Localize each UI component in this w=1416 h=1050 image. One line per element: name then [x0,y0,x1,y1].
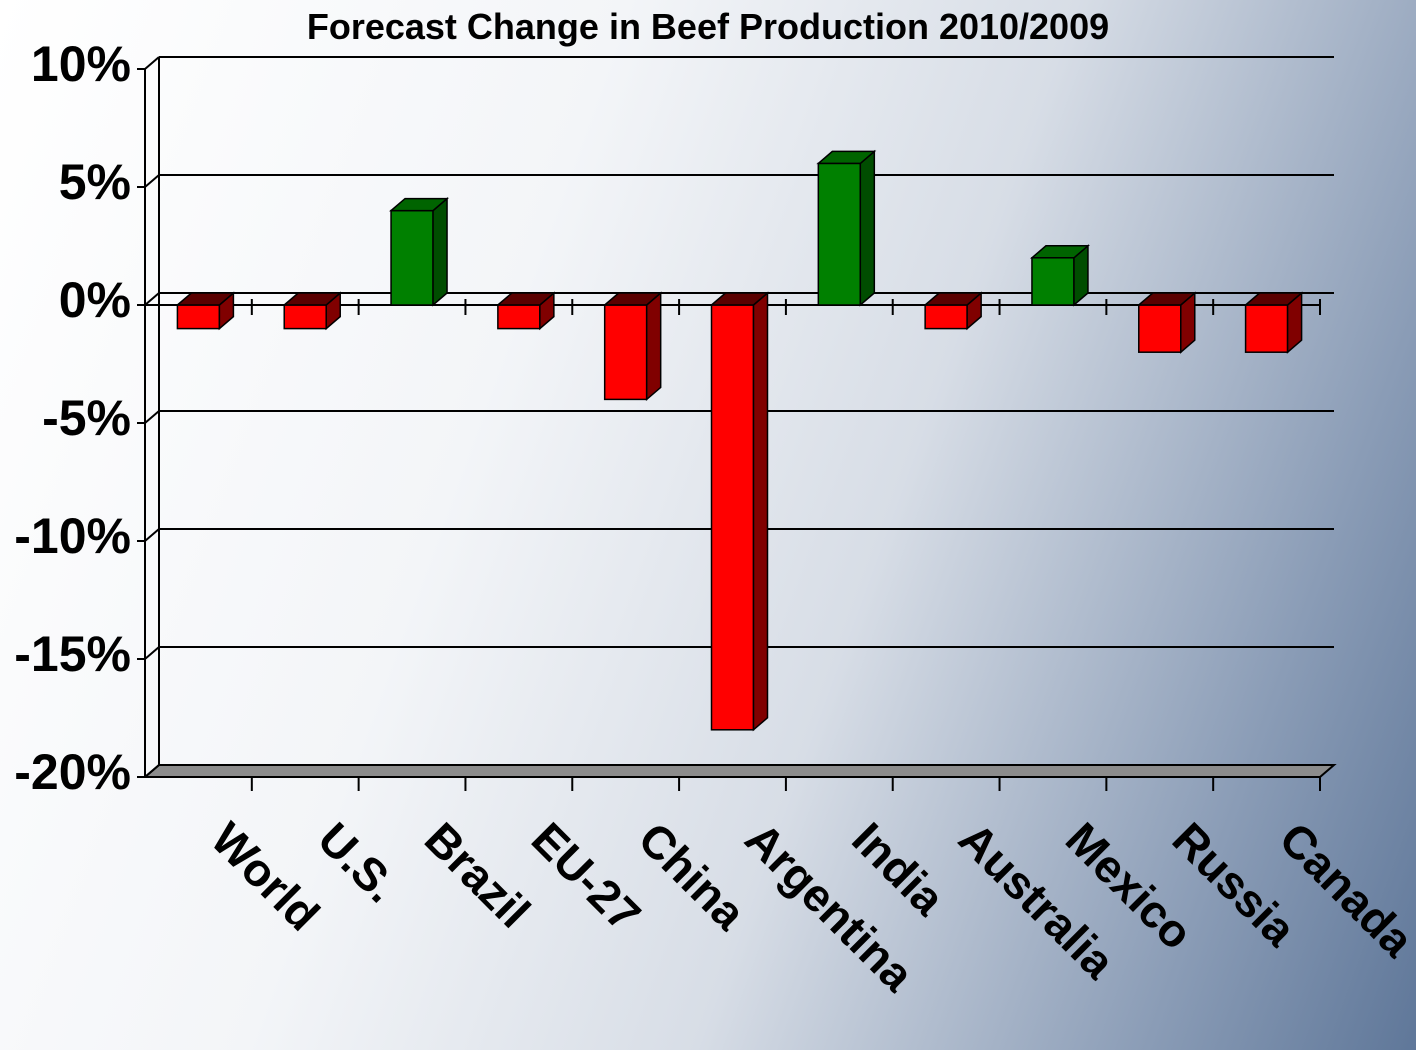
bar-top [923,292,984,306]
bar-top [495,292,556,306]
bar-front [497,304,541,330]
bar-front [283,304,327,330]
bar-india [816,149,877,307]
bar-side [432,196,448,307]
bar-top [1243,292,1304,306]
bar-front [1244,304,1289,353]
x-tick-label: Canada [1270,812,1416,967]
gridline-connector [144,410,160,424]
bar-russia [1136,291,1197,354]
bar-brazil [389,196,450,307]
gridline-connector [144,174,160,188]
bar-canada [1243,291,1304,354]
bar-top [816,150,877,165]
y-axis-ticks: 10% 5% 0% -5% -10% -15% -20% [14,36,145,800]
bar-top [1029,245,1090,259]
y-tick-label: -20% [14,744,131,800]
gridline-connector [144,56,160,70]
x-tick-label: World [201,812,329,940]
bar-top [1136,292,1197,306]
bar-front [1138,304,1182,353]
bar-front [817,162,862,306]
bar-top [602,292,663,306]
bar-front [176,304,221,330]
bar-side [859,149,876,307]
chart-floor [142,764,1337,778]
x-tick-label: Brazil [415,812,540,937]
gridline-connector [144,764,160,778]
y-tick-label: 5% [59,154,131,210]
bar-top [389,197,450,212]
y-tick-label: -10% [14,508,131,564]
x-tick-label: China [629,812,756,939]
bar-front [1031,257,1075,306]
bar-u-s- [282,291,343,331]
bar-top [282,292,343,306]
y-tick-label: 0% [59,272,131,328]
gridline-connector [144,528,160,542]
y-tick-label: -15% [14,626,131,682]
bar-front [710,304,755,731]
x-tick-label: EU-27 [522,812,651,941]
gridline-connector [144,292,160,306]
bar-top [175,292,236,306]
bar-front [390,209,434,306]
bar-side [752,291,769,732]
bar-front [603,304,648,401]
y-tick-label: -5% [42,390,131,446]
bar-side [645,291,662,402]
bar-top [709,292,770,306]
y-tick-label: 10% [31,36,131,92]
gridline-connector [144,646,160,660]
bar-argentina [709,291,770,732]
bar-australia [923,291,984,331]
bar-china [602,291,663,402]
bar-world [175,291,236,331]
chart-title: Forecast Change in Beef Production 2010/… [306,6,1110,47]
bars [175,149,1304,732]
bar-eu-27 [495,291,556,331]
bar-mexico [1029,244,1090,307]
bar-front [924,304,968,330]
